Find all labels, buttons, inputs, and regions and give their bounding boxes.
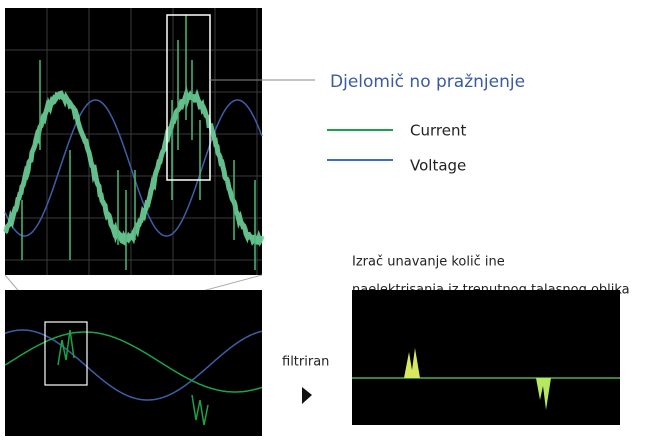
callout-label: Djelomič no pražnjenje [330, 72, 525, 92]
scope-filtered [352, 290, 620, 425]
scope-small [5, 290, 262, 436]
legend-label: Voltage [410, 157, 466, 175]
description: Izrač unavanje količ ine [352, 255, 505, 270]
arrow [302, 387, 312, 404]
legend-label: Current [410, 122, 466, 140]
step-label: filtriran [282, 355, 329, 370]
diagram: Djelomič no pražnjenje Current Voltage I… [0, 0, 667, 436]
